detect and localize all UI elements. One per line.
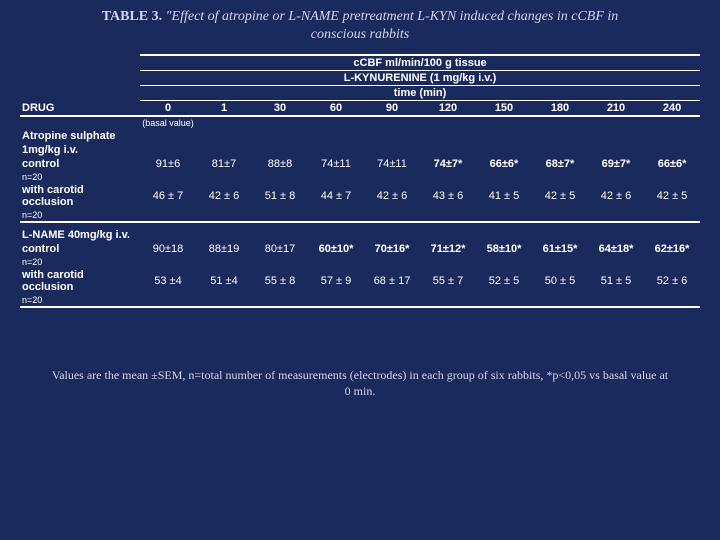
data-cell: 90±18	[140, 242, 196, 256]
time-col: 60	[308, 101, 364, 117]
data-cell: 42 ± 6	[196, 183, 252, 209]
header-ccbf: cCBF ml/min/100 g tissue	[140, 55, 700, 71]
data-cell: 64±18*	[588, 242, 644, 256]
header-time: time (min)	[140, 86, 700, 101]
data-cell: 81±7	[196, 157, 252, 171]
data-cell: 88±19	[196, 242, 252, 256]
data-cell: 51 ± 5	[588, 268, 644, 294]
data-cell: 74±7*	[420, 157, 476, 171]
time-col: 240	[644, 101, 700, 117]
row-label: control	[20, 157, 140, 171]
data-cell: 51 ±4	[196, 268, 252, 294]
col-drug: DRUG	[20, 101, 140, 117]
time-col: 180	[532, 101, 588, 117]
footnote: Values are the mean ±SEM, n=total number…	[20, 368, 700, 399]
n-label: n=20	[20, 171, 140, 183]
data-cell: 53 ±4	[140, 268, 196, 294]
row-label: with carotid occlusion	[20, 183, 140, 209]
time-col: 0	[140, 101, 196, 117]
data-cell: 74±11	[364, 157, 420, 171]
data-cell: 58±10*	[476, 242, 532, 256]
data-cell: 74±11	[308, 157, 364, 171]
time-col: 210	[588, 101, 644, 117]
data-cell: 42 ± 5	[532, 183, 588, 209]
data-cell: 61±15*	[532, 242, 588, 256]
row-label: with carotid occlusion	[20, 268, 140, 294]
n-label: n=20	[20, 256, 140, 268]
data-cell: 43 ± 6	[420, 183, 476, 209]
data-cell: 52 ± 6	[644, 268, 700, 294]
table-caption: "Effect of atropine or L-NAME pretreatme…	[166, 9, 619, 42]
data-cell: 50 ± 5	[532, 268, 588, 294]
data-cell: 66±6*	[644, 157, 700, 171]
data-cell: 68±7*	[532, 157, 588, 171]
time-col: 90	[364, 101, 420, 117]
table-number: TABLE 3.	[102, 9, 162, 24]
time-col: 150	[476, 101, 532, 117]
table-title: TABLE 3. "Effect of atropine or L-NAME p…	[20, 8, 700, 44]
atropine-name: Atropine sulphate	[20, 129, 140, 143]
time-col: 120	[420, 101, 476, 117]
data-cell: 80±17	[252, 242, 308, 256]
data-cell: 55 ± 7	[420, 268, 476, 294]
atropine-dose: 1mg/kg i.v.	[20, 143, 140, 157]
data-cell: 68 ± 17	[364, 268, 420, 294]
data-cell: 55 ± 8	[252, 268, 308, 294]
time-col: 1	[196, 101, 252, 117]
data-cell: 62±16*	[644, 242, 700, 256]
n-label: n=20	[20, 294, 140, 307]
data-cell: 52 ± 5	[476, 268, 532, 294]
data-cell: 41 ± 5	[476, 183, 532, 209]
data-cell: 70±16*	[364, 242, 420, 256]
lname-title: L-NAME 40mg/kg i.v.	[20, 228, 140, 242]
data-table: cCBF ml/min/100 g tissue L-KYNURENINE (1…	[20, 54, 700, 308]
data-cell: 57 ± 9	[308, 268, 364, 294]
time-col: 30	[252, 101, 308, 117]
data-cell: 66±6*	[476, 157, 532, 171]
data-cell: 42 ± 5	[644, 183, 700, 209]
data-cell: 44 ± 7	[308, 183, 364, 209]
row-label: control	[20, 242, 140, 256]
data-cell: 42 ± 6	[364, 183, 420, 209]
data-cell: 42 ± 6	[588, 183, 644, 209]
data-cell: 71±12*	[420, 242, 476, 256]
data-cell: 88±8	[252, 157, 308, 171]
data-cell: 91±6	[140, 157, 196, 171]
n-label: n=20	[20, 209, 140, 222]
header-drug: L-KYNURENINE (1 mg/kg i.v.)	[140, 71, 700, 86]
basal-label: (basal value)	[140, 116, 196, 129]
data-cell: 51 ± 8	[252, 183, 308, 209]
data-cell: 46 ± 7	[140, 183, 196, 209]
data-cell: 60±10*	[308, 242, 364, 256]
data-cell: 69±7*	[588, 157, 644, 171]
